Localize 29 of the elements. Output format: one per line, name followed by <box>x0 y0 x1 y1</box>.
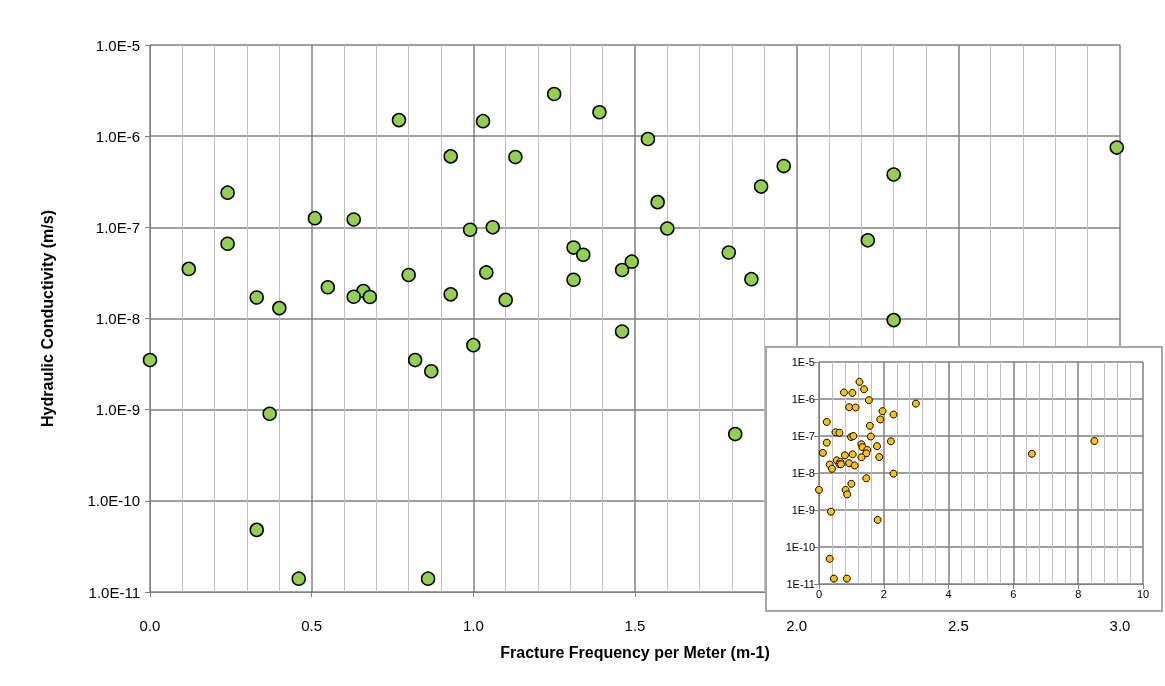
y-tick-label: 1E-6 <box>791 393 815 405</box>
y-tick-label: 1E-5 <box>791 356 815 368</box>
y-tick-label: 1E-10 <box>785 541 815 553</box>
y-tick-label: 1.0E-5 <box>95 36 140 54</box>
y-tick-label: 1E-8 <box>791 467 815 479</box>
y-tick-label: 1.0E-8 <box>95 310 140 327</box>
x-tick-label: 10 <box>1136 587 1150 600</box>
x-tick-label: 2 <box>880 587 887 600</box>
x-tick-label: 2.5 <box>947 617 969 634</box>
y-axis-title: Hydraulic Conductivity (m/s) <box>38 210 56 427</box>
x-tick-label: 1.5 <box>624 617 646 634</box>
y-tick-label: 1.0E-9 <box>95 401 140 419</box>
x-axis-title: Fracture Frequency per Meter (m-1) <box>500 643 770 661</box>
x-tick-label: 3.0 <box>1109 617 1131 634</box>
y-tick-label: 1E-7 <box>791 430 815 442</box>
x-tick-label: 1.0 <box>462 617 484 634</box>
y-tick-label: 1.0E-10 <box>87 492 140 510</box>
y-tick-label: 1.0E-11 <box>88 583 140 601</box>
x-tick-label: 4 <box>945 587 952 600</box>
x-tick-label: 0 <box>815 587 823 600</box>
x-tick-label: 2.0 <box>786 617 808 634</box>
y-tick-label: 1E-11 <box>786 578 815 590</box>
y-tick-label: 1.0E-6 <box>95 127 140 145</box>
x-tick-label: 8 <box>1075 587 1082 600</box>
y-tick-label: 1E-9 <box>791 504 815 516</box>
x-tick-label: 6 <box>1010 587 1017 600</box>
y-tick-label: 1.0E-7 <box>95 218 140 236</box>
x-tick-label: 0.0 <box>139 617 161 634</box>
x-tick-label: 0.5 <box>301 617 323 634</box>
